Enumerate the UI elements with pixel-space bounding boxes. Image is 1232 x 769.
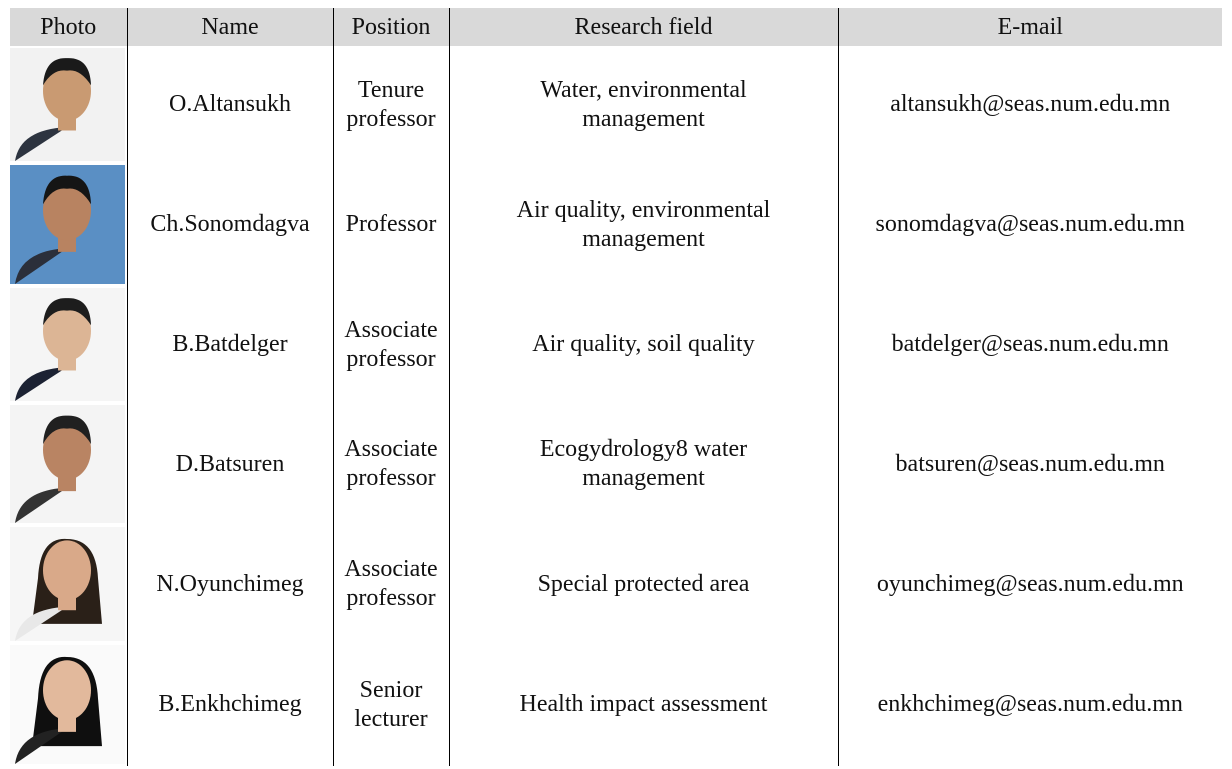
position-cell: Professor [332,163,450,286]
email-cell: batdelger@seas.num.edu.mn [837,286,1222,403]
position-cell: Associate professor [332,286,450,403]
photo-cell [10,525,128,643]
photo [10,48,125,161]
photo-cell [10,643,128,766]
photo-shape [43,540,91,601]
research-text: Air quality, environmental management [516,196,771,252]
photo-shape [43,60,91,121]
photo-shape [15,127,67,161]
photo-shape [43,180,91,241]
name-cell: Ch.Sonomdagva [126,163,334,286]
research-cell: Ecogydrology8 water management [448,403,839,525]
photo-shape [43,660,91,721]
position-cell: Associate professor [332,403,450,525]
research-text: Ecogydrology8 water management [539,436,748,491]
table-row: Ch.Sonomdagva Professor Air quality, envir… [10,163,1222,286]
table-body: O.Altansukh Tenure professor Water, enviro… [10,46,1222,766]
photo [10,405,125,523]
research-cell: Special protected area [448,525,839,643]
photo [10,645,125,764]
photo-shape [43,415,91,444]
photo-cell [10,286,128,403]
email-cell: oyunchimeg@seas.num.edu.mn [837,525,1222,643]
position-cell: Tenure professor [332,46,450,163]
photo [10,165,125,284]
research-text: Water, environmental management [540,76,747,132]
photo-cell [10,403,128,525]
photo [10,527,125,641]
photo-shape [15,367,67,401]
photo-shape [43,419,91,480]
position-cell: Senior lecturer [332,643,450,766]
header-cell: Name [126,8,334,46]
photo [10,288,125,401]
research-text: Special protected area [537,570,750,597]
position-cell: Associate professor [332,525,450,643]
header-cell: Position [332,8,450,46]
research-text: Air quality, soil quality [532,331,755,357]
header-cell: Photo [10,8,128,46]
photo-shape [43,175,91,205]
email-cell: batsuren@seas.num.edu.mn [837,403,1222,525]
table-row: O.Altansukh Tenure professor Water, enviro… [10,46,1222,163]
table-row: B.Enkhchimeg Senior lecturer Health impact… [10,643,1222,766]
research-cell: Air quality, environmental management [448,163,839,286]
research-cell: Air quality, soil quality [448,286,839,403]
name-cell: B.Enkhchimeg [126,643,334,766]
name-cell: O.Altansukh [126,46,334,163]
header-row: Photo Name Position Research field E-mail [10,8,1222,46]
name-cell: N.Oyunchimeg [126,525,334,643]
research-cell: Health impact assessment [448,643,839,766]
name-cell: D.Batsuren [126,403,334,525]
photo-shape [43,300,91,361]
photo-cell [10,46,128,163]
research-text: Health impact assessment [519,691,768,717]
header-cell: Research field [448,8,839,46]
header-cell: E-mail [837,8,1222,46]
table-row: N.Oyunchimeg Associate professor Special p… [10,525,1222,643]
name-cell: B.Batdelger [126,286,334,403]
staff-table: Photo Name Position Research field E-mail O.… [10,8,1222,766]
email-cell: altansukh@seas.num.edu.mn [837,46,1222,163]
photo-shape [43,58,91,86]
email-cell: sonomdagva@seas.num.edu.mn [837,163,1222,286]
photo-cell [10,163,128,286]
table-row: B.Batdelger Associate professor Air qualit… [10,286,1222,403]
photo-shape [43,298,91,326]
table-row: D.Batsuren Associate professor Ecogydrolog… [10,403,1222,525]
research-cell: Water, environmental management [448,46,839,163]
email-cell: enkhchimeg@seas.num.edu.mn [837,643,1222,766]
